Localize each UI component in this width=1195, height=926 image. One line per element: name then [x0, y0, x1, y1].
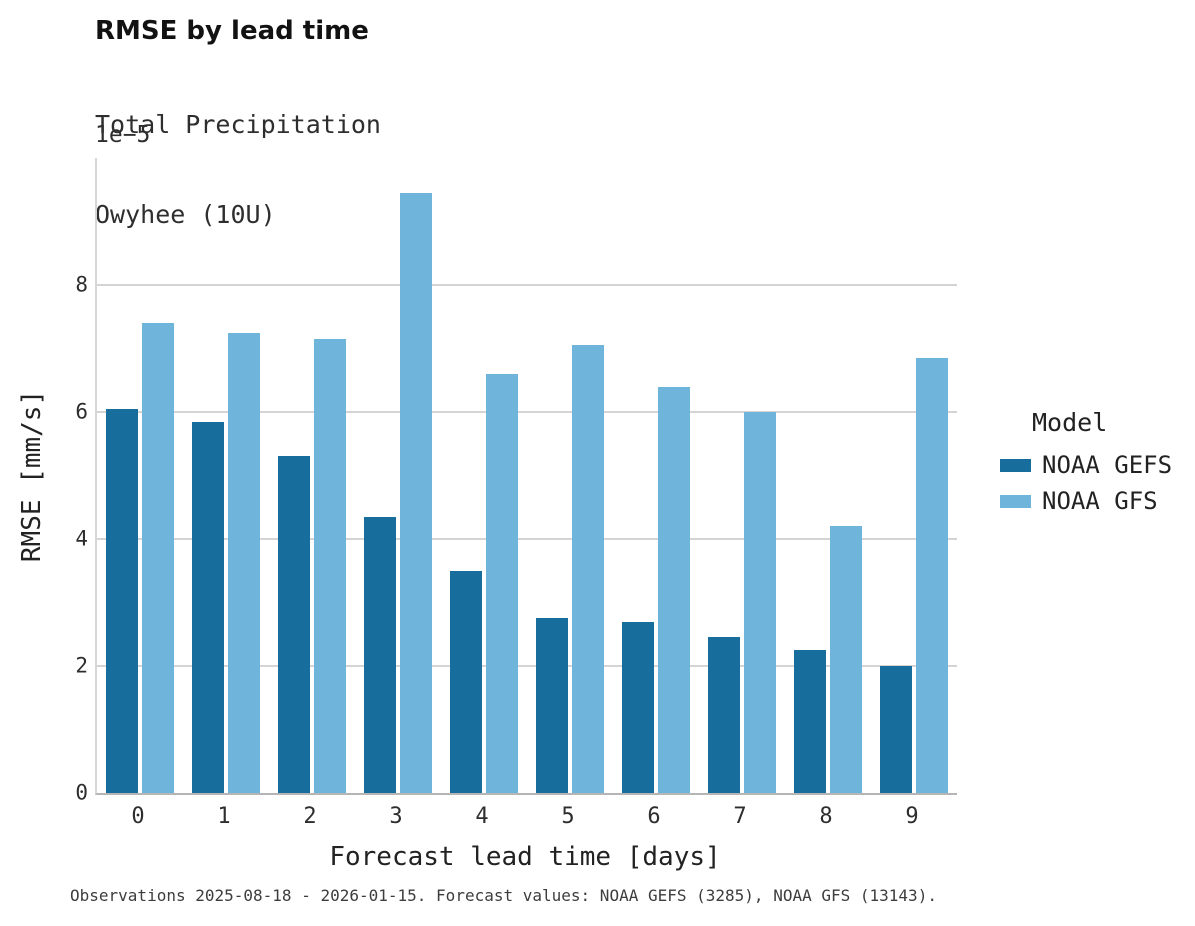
bar-noaa-gfs-lead-8 — [830, 526, 862, 793]
bars-layer — [97, 158, 957, 793]
x-tick-0: 0 — [131, 804, 145, 829]
y-tick-8: 8 — [75, 272, 88, 297]
y-axis-offset-text: 1e−5 — [95, 122, 151, 148]
bar-noaa-gfs-lead-4 — [486, 373, 518, 793]
y-tick-0: 0 — [75, 780, 88, 805]
x-tick-6: 6 — [647, 804, 661, 829]
plot-area — [95, 158, 957, 795]
bar-noaa-gefs-lead-5 — [536, 618, 568, 793]
bar-group-8 — [785, 158, 871, 793]
legend-label-noaa-gefs: NOAA GEFS — [1042, 451, 1173, 479]
grid-layer — [97, 158, 957, 793]
bar-noaa-gefs-lead-9 — [880, 666, 912, 793]
bar-noaa-gefs-lead-7 — [708, 637, 740, 793]
bar-noaa-gefs-lead-4 — [450, 570, 482, 793]
bar-noaa-gefs-lead-3 — [364, 516, 396, 793]
bar-group-0 — [97, 158, 183, 793]
gridline-y4 — [97, 538, 957, 540]
bar-noaa-gfs-lead-0 — [142, 323, 174, 793]
bar-noaa-gfs-lead-3 — [400, 192, 432, 793]
chart-subtitle: Total Precipitation Owyhee (10U) — [95, 50, 381, 290]
bar-group-5 — [527, 158, 613, 793]
bar-noaa-gfs-lead-9 — [916, 358, 948, 793]
bar-noaa-gefs-lead-2 — [278, 456, 310, 793]
legend-entry-noaa-gfs: NOAA GFS — [1000, 483, 1172, 519]
legend-entry-noaa-gefs: NOAA GEFS — [1000, 447, 1172, 483]
subtitle-line-1: Total Precipitation — [95, 110, 381, 139]
y-tick-4: 4 — [75, 526, 88, 551]
x-axis-label: Forecast lead time [days] — [329, 842, 721, 872]
bar-noaa-gfs-lead-2 — [314, 338, 346, 793]
legend-swatch-noaa-gefs — [1000, 458, 1031, 472]
legend-label-noaa-gfs: NOAA GFS — [1042, 487, 1158, 515]
legend-title: Model — [1032, 408, 1108, 437]
chart-title: RMSE by lead time — [95, 16, 369, 46]
legend-swatch-noaa-gfs — [1000, 494, 1031, 508]
y-tick-6: 6 — [75, 399, 88, 424]
gridline-y2 — [97, 665, 957, 667]
bar-noaa-gfs-lead-1 — [228, 332, 260, 793]
bar-noaa-gfs-lead-6 — [658, 386, 690, 793]
bar-group-3 — [355, 158, 441, 793]
bar-group-7 — [699, 158, 785, 793]
x-tick-7: 7 — [733, 804, 747, 829]
x-tick-2: 2 — [303, 804, 317, 829]
gridline-y8 — [97, 284, 957, 286]
subtitle-line-2: Owyhee (10U) — [95, 200, 276, 229]
bar-group-4 — [441, 158, 527, 793]
y-tick-2: 2 — [75, 653, 88, 678]
bar-group-1 — [183, 158, 269, 793]
x-tick-5: 5 — [561, 804, 575, 829]
x-axis-ticks: 0 1 2 3 4 5 6 7 8 9 — [95, 804, 955, 834]
bar-group-9 — [871, 158, 957, 793]
x-tick-9: 9 — [905, 804, 919, 829]
gridline-y6 — [97, 411, 957, 413]
bar-group-6 — [613, 158, 699, 793]
legend: Model NOAA GEFS NOAA GFS — [1000, 408, 1172, 519]
bar-noaa-gefs-lead-1 — [192, 421, 224, 793]
x-tick-3: 3 — [389, 804, 403, 829]
bar-noaa-gfs-lead-7 — [744, 412, 776, 793]
x-tick-4: 4 — [475, 804, 489, 829]
bar-noaa-gefs-lead-6 — [622, 621, 654, 793]
bar-noaa-gfs-lead-5 — [572, 345, 604, 793]
bar-noaa-gefs-lead-8 — [794, 650, 826, 793]
x-tick-8: 8 — [819, 804, 833, 829]
bar-noaa-gefs-lead-0 — [106, 408, 138, 793]
caption: Observations 2025-08-18 - 2026-01-15. Fo… — [70, 886, 937, 905]
bar-group-2 — [269, 158, 355, 793]
x-tick-1: 1 — [217, 804, 231, 829]
y-axis-ticks: 0 2 4 6 8 — [40, 158, 88, 803]
